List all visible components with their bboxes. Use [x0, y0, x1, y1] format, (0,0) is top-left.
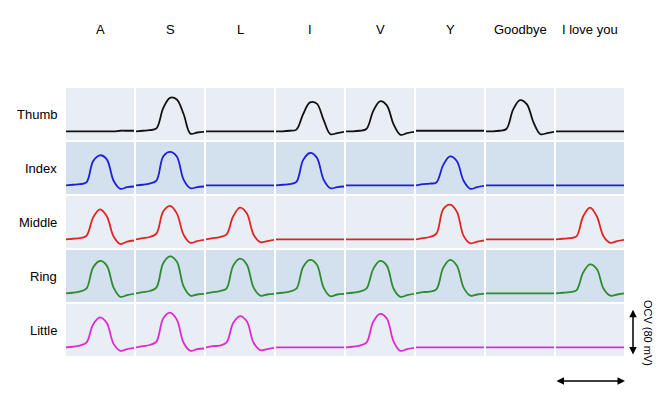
svg-text:Little: Little [30, 323, 57, 338]
svg-text:Ring: Ring [30, 269, 57, 284]
svg-text:I love you: I love you [562, 22, 618, 37]
svg-text:Middle: Middle [19, 215, 57, 230]
svg-text:Thumb: Thumb [17, 107, 57, 122]
svg-text:V: V [376, 22, 385, 37]
svg-text:I: I [308, 22, 312, 37]
svg-text:L: L [237, 22, 244, 37]
svg-text:Y: Y [446, 22, 455, 37]
svg-text:A: A [96, 22, 105, 37]
svg-text:Goodbye: Goodbye [494, 22, 547, 37]
svg-text:OCV (80 mV): OCV (80 mV) [642, 300, 654, 366]
svg-text:Index: Index [25, 161, 57, 176]
svg-text:S: S [166, 22, 175, 37]
